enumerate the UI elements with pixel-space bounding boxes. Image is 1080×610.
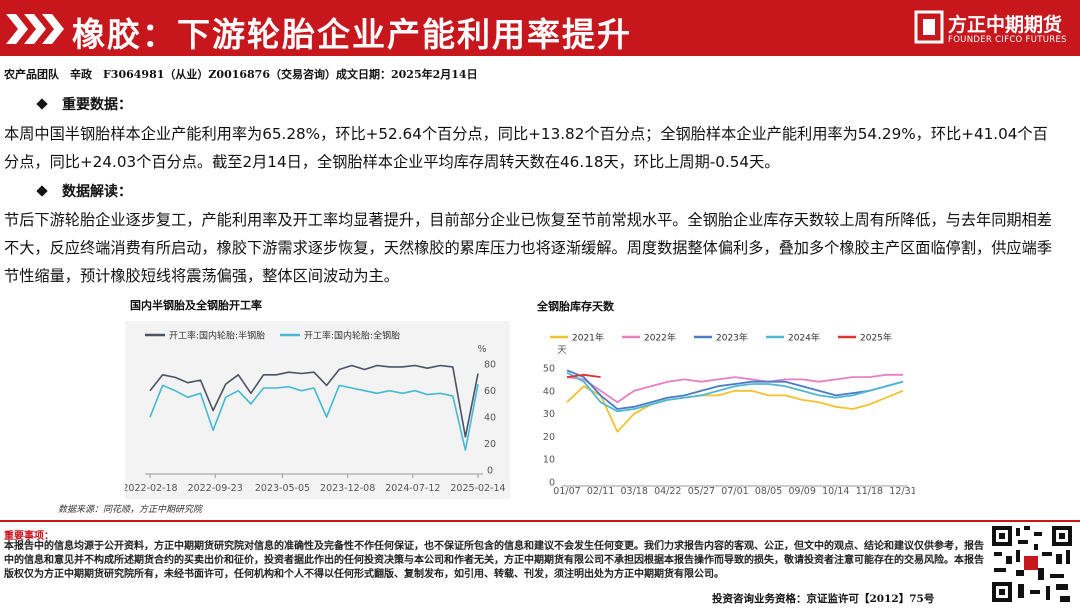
y-tick-label: 20 [484, 439, 496, 450]
x-tick-label: 2025-02-14 [450, 483, 505, 494]
x-tick-label: 2022-09-23 [188, 483, 243, 494]
footer [0, 520, 1080, 610]
x-tick-label: 01/07 [553, 486, 580, 497]
legend-label: 2023年 [716, 332, 748, 344]
legend-label: 2024年 [788, 332, 820, 344]
legend-label: 开工率:国内轮胎:全钢胎 [304, 330, 400, 342]
x-tick-label: 2023-12-08 [320, 483, 375, 494]
x-tick-label: 04/22 [654, 486, 681, 497]
y-tick-label: 20 [543, 432, 555, 443]
y-unit: % [477, 344, 486, 355]
legend-label: 2025年 [860, 332, 892, 344]
x-tick-label: 2024-07-12 [385, 483, 440, 494]
series-line [149, 383, 479, 451]
series-line [149, 364, 479, 438]
x-tick-label: 07/01 [721, 486, 748, 497]
footer-heading: 重要事项： [4, 531, 54, 542]
logo-text: 方正中期期货 [948, 14, 1063, 36]
license: 投资咨询业务资格：京证监许可【2012】75号 [712, 593, 935, 605]
source-note: 数据来源：同花顺，方正中期研究院 [58, 505, 203, 515]
logo-subtext: FOUNDER CIFCO FUTURES [948, 35, 1067, 45]
y-tick-label: 80 [484, 360, 496, 371]
y-tick-label: 0 [487, 466, 493, 477]
x-tick-label: 12/31 [889, 486, 915, 497]
series-line [566, 371, 904, 413]
y-unit: 天 [557, 345, 567, 356]
y-tick-label: 10 [543, 455, 555, 466]
series-line [566, 369, 904, 410]
legend-label: 2022年 [644, 332, 676, 344]
x-tick-label: 10/14 [822, 486, 849, 497]
x-tick-label: 2022-02-18 [125, 483, 178, 494]
paragraph: 节后下游轮胎企业逐步复工，产能利用率及开工率均显著提升，目前部分企业已恢复至节前… [4, 211, 1052, 285]
legend-label: 2021年 [572, 332, 604, 344]
x-tick-label: 11/18 [856, 486, 883, 497]
x-tick-label: 05/27 [688, 486, 715, 497]
y-tick-label: 60 [484, 386, 496, 397]
chart-title: 国内半钢胎及全钢胎开工率 [130, 298, 262, 312]
y-tick-label: 0 [549, 478, 555, 489]
x-tick-label: 2023-05-05 [255, 483, 310, 494]
legend-label: 开工率:国内轮胎:半钢胎 [169, 330, 265, 342]
header-band [0, 0, 1080, 56]
paragraph: 本周中国半钢胎样本企业产能利用率为65.28%，环比+52.64个百分点，同比+… [4, 125, 1048, 171]
y-tick-label: 40 [543, 386, 555, 397]
logo-icon [914, 10, 944, 44]
chart: 国内半钢胎及全钢胎开工率 0 20 40 60 80% 2022-02-18 2022-09-… [125, 298, 510, 499]
chevrons [6, 14, 64, 44]
title: 橡胶：下游轮胎企业产能利用率提升 [72, 15, 632, 54]
series-line [566, 385, 904, 433]
y-tick-label: 40 [484, 413, 496, 424]
y-tick-label: 50 [543, 364, 555, 375]
series-line [566, 373, 903, 404]
chart: 全钢胎库存天数 0 10 20 30 40 50天 01/07 02/11 03/18 04/22 0… [536, 299, 915, 497]
section-heading: 数据解读： [62, 184, 132, 200]
bullet [36, 98, 48, 110]
section-heading: 重要数据： [62, 97, 132, 113]
series-line [566, 373, 601, 378]
y-tick-label: 30 [543, 409, 555, 420]
x-tick-label: 08/05 [755, 486, 782, 497]
disclaimer: 本报告中的信息均源于公开资料，方正中期期货研究院对信息的准确性及完备性不作任何保… [4, 541, 984, 580]
chart-title: 全钢胎库存天数 [536, 299, 615, 313]
x-tick-label: 03/18 [621, 486, 648, 497]
plot-background [125, 321, 510, 499]
byline: 农产品团队 辛政 F3064981（从业）Z0016876（交易咨询）成文日期：… [4, 68, 478, 81]
bullet [36, 185, 48, 197]
x-tick-label: 02/11 [587, 486, 614, 497]
x-tick-label: 09/09 [789, 486, 816, 497]
qr-code [990, 524, 1074, 604]
